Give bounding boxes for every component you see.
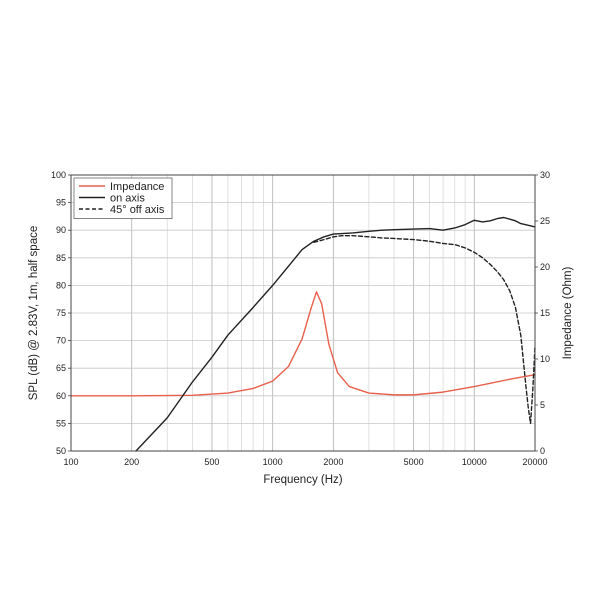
y-tick-label: 100 xyxy=(51,170,66,180)
y2-tick-label: 0 xyxy=(540,446,545,456)
y-tick-label: 55 xyxy=(56,418,66,428)
series-line-impedance xyxy=(70,291,536,397)
x-tick-label: 200 xyxy=(124,457,139,467)
y2-tick-label: 15 xyxy=(540,308,550,318)
y2-tick-label: 5 xyxy=(540,400,545,410)
x-tick-label: 100 xyxy=(63,457,78,467)
series-line-45-off-axis xyxy=(313,235,536,425)
x-tick-label: 5000 xyxy=(404,457,424,467)
y2-tick-label: 20 xyxy=(540,262,550,272)
y-tick-label: 85 xyxy=(56,253,66,263)
y-tick-label: 70 xyxy=(56,336,66,346)
x-tick-label: 1000 xyxy=(263,457,283,467)
legend-label: 45° off axis xyxy=(110,204,165,216)
legend-label: on axis xyxy=(110,192,145,204)
y-tick-label: 90 xyxy=(56,225,66,235)
x-tick-label: 20000 xyxy=(522,457,547,467)
y-tick-label: 75 xyxy=(56,308,66,318)
y-tick-label: 60 xyxy=(56,391,66,401)
y-tick-label: 50 xyxy=(56,446,66,456)
y2-axis-title: Impedance (Ohm) xyxy=(562,266,574,359)
y2-tick-label: 30 xyxy=(540,170,550,180)
y-tick-label: 65 xyxy=(56,363,66,373)
y2-tick-label: 10 xyxy=(540,354,550,364)
x-axis-title: Frequency (Hz) xyxy=(263,474,342,486)
legend-label: Impedance xyxy=(110,181,164,193)
y2-tick-label: 25 xyxy=(540,216,550,226)
x-tick-label: 10000 xyxy=(462,457,487,467)
y-tick-label: 95 xyxy=(56,198,66,208)
legend-box xyxy=(73,177,173,219)
x-tick-label: 500 xyxy=(204,457,219,467)
y-axis-title: SPL (dB) @ 2.83V, 1m, half space xyxy=(28,226,40,400)
y-tick-label: 80 xyxy=(56,280,66,290)
series-line-on-axis xyxy=(135,216,536,452)
x-tick-label: 2000 xyxy=(323,457,343,467)
